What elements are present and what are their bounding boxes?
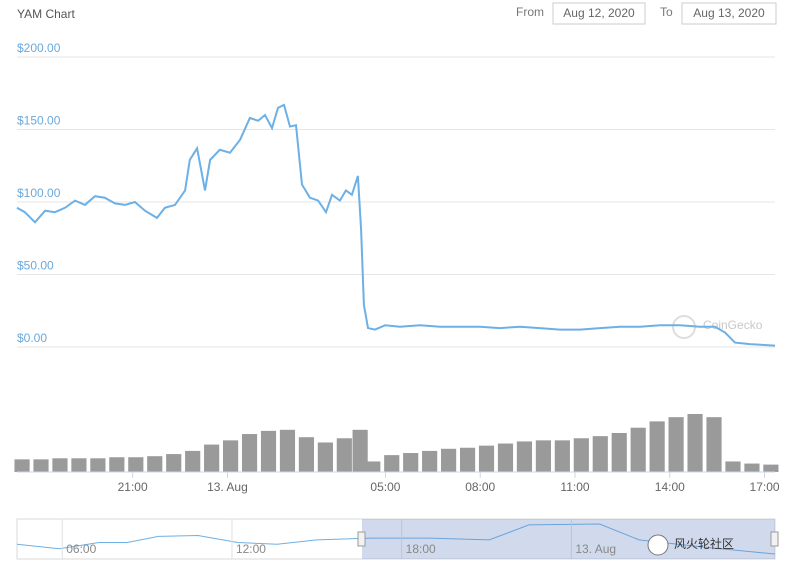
volume-bar <box>204 444 220 472</box>
volume-bar <box>384 455 400 472</box>
navigator-handle[interactable] <box>357 531 366 547</box>
volume-bar <box>279 429 296 472</box>
volume-bar <box>403 453 419 472</box>
y-tick-label: $50.00 <box>17 259 54 273</box>
volume-bar <box>459 447 476 472</box>
volume-bar <box>166 454 182 472</box>
wechat-icon <box>647 534 669 556</box>
chart-title: YAM Chart <box>17 7 75 21</box>
volume-bar <box>52 458 68 472</box>
from-input[interactable] <box>552 2 646 25</box>
navigator-selection[interactable] <box>362 519 775 559</box>
y-tick-label: $200.00 <box>17 41 61 55</box>
volume-bar <box>298 437 315 472</box>
volume-bar <box>763 464 779 472</box>
volume-bar <box>147 456 163 472</box>
navigator-handle[interactable] <box>770 531 779 547</box>
from-label: From <box>516 5 544 19</box>
x-tick-label: 21:00 <box>118 480 148 494</box>
volume-bar <box>336 438 352 472</box>
from-date[interactable]: Aug 12, 2020 <box>563 6 635 20</box>
watermark: 风火轮社区 <box>674 536 734 551</box>
x-tick-label: 11:00 <box>560 480 589 494</box>
volume-bar <box>706 417 722 472</box>
x-tick-label: 08:00 <box>465 480 495 494</box>
volume-bar <box>554 440 570 472</box>
volume-bar <box>687 414 703 472</box>
volume-bar <box>71 458 87 472</box>
y-tick-label: $100.00 <box>17 186 61 200</box>
volume-bar <box>725 461 741 472</box>
volume-bar <box>90 458 106 472</box>
watermark: CoinGecko <box>703 318 763 332</box>
volume-bar <box>611 432 627 472</box>
volume-bar <box>422 450 438 472</box>
volume-bar <box>128 457 144 472</box>
volume-bar <box>744 463 760 472</box>
volume-bar <box>592 436 608 472</box>
to-input[interactable] <box>681 2 777 25</box>
volume-bar <box>109 457 125 472</box>
to-label: To <box>660 5 673 19</box>
volume-bar <box>478 445 495 472</box>
volume-bar <box>573 438 589 472</box>
navigator-tick-label: 06:00 <box>66 542 96 556</box>
y-tick-label: $150.00 <box>17 114 61 128</box>
volume-bar <box>630 427 646 472</box>
price-line <box>16 103 776 347</box>
volume-bar <box>668 417 684 472</box>
navigator-line <box>16 523 776 555</box>
volume-bar <box>516 441 533 472</box>
volume-bar <box>223 440 239 472</box>
x-tick-label: 17:00 <box>750 480 780 494</box>
navigator-tick-label: 12:00 <box>236 542 266 556</box>
volume-bar <box>14 459 30 472</box>
volume-bar <box>317 442 333 472</box>
navigator-tick-label: 18:00 <box>406 542 436 556</box>
volume-bar <box>185 450 201 472</box>
volume-bar <box>649 421 665 472</box>
volume-bar <box>33 459 49 472</box>
y-tick-label: $0.00 <box>17 331 47 345</box>
volume-bar <box>260 430 277 472</box>
volume-bar <box>352 429 368 472</box>
volume-bar <box>441 448 457 472</box>
volume-bar <box>497 443 514 472</box>
volume-bar <box>535 440 551 472</box>
x-tick-label: 14:00 <box>655 480 685 494</box>
to-date[interactable]: Aug 13, 2020 <box>693 6 765 20</box>
x-tick-label: 05:00 <box>370 480 400 494</box>
navigator-tick-label: 13. Aug <box>575 542 616 556</box>
volume-bar <box>241 434 258 472</box>
x-tick-label: 13. Aug <box>207 480 248 494</box>
volume-bar <box>365 461 381 472</box>
